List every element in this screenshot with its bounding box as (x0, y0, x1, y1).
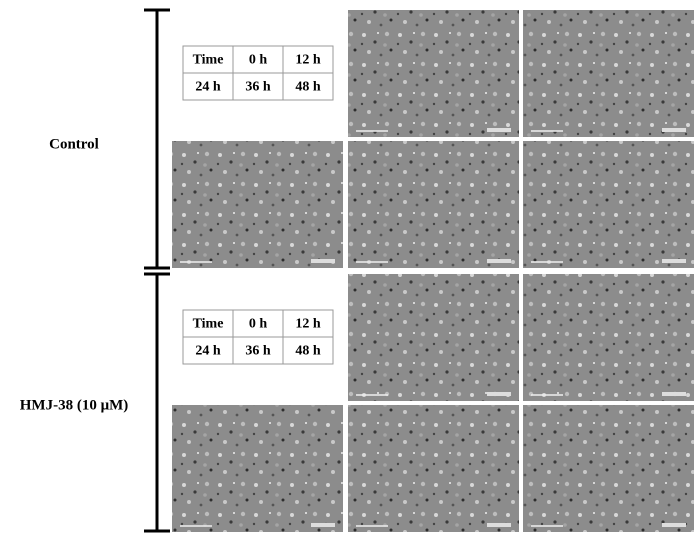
table-text: Time (193, 53, 224, 68)
logo-mark (487, 128, 511, 132)
table-cell (282, 336, 334, 365)
micrograph (172, 405, 343, 532)
logo-mark (662, 128, 686, 132)
group-label: HMJ-38 (10 μM) (20, 397, 128, 413)
table-text: 0 h (249, 53, 268, 68)
micrograph (523, 10, 694, 137)
micrograph (348, 10, 519, 137)
table-cell (182, 336, 234, 365)
micrograph (172, 141, 343, 268)
micrograph (348, 274, 519, 401)
logo-mark (311, 523, 335, 527)
logo-mark (487, 523, 511, 527)
micrograph (348, 405, 519, 532)
table-text: Time (193, 317, 224, 332)
table-cell (282, 45, 334, 74)
micrograph (348, 141, 519, 268)
table-text: 24 h (195, 80, 221, 95)
table-text: 0 h (249, 317, 268, 332)
table-cell (232, 336, 284, 365)
logo-mark (311, 259, 335, 263)
table-text: 12 h (295, 317, 321, 332)
table-text: 12 h (295, 53, 321, 68)
logo-mark (662, 392, 686, 396)
table-text: 48 h (295, 80, 321, 95)
group-label: Control (49, 136, 99, 152)
table-cell (182, 309, 234, 338)
table-cell (182, 45, 234, 74)
table-cell (282, 309, 334, 338)
logo-mark (487, 392, 511, 396)
table-cell (282, 72, 334, 101)
micrograph (523, 274, 694, 401)
table-text: 36 h (245, 344, 271, 359)
logo-mark (662, 259, 686, 263)
table-text: 36 h (245, 80, 271, 95)
logo-mark (662, 523, 686, 527)
micrograph (523, 141, 694, 268)
table-text: 48 h (295, 344, 321, 359)
micrograph (523, 405, 694, 532)
logo-mark (487, 259, 511, 263)
table-text: 24 h (195, 344, 221, 359)
